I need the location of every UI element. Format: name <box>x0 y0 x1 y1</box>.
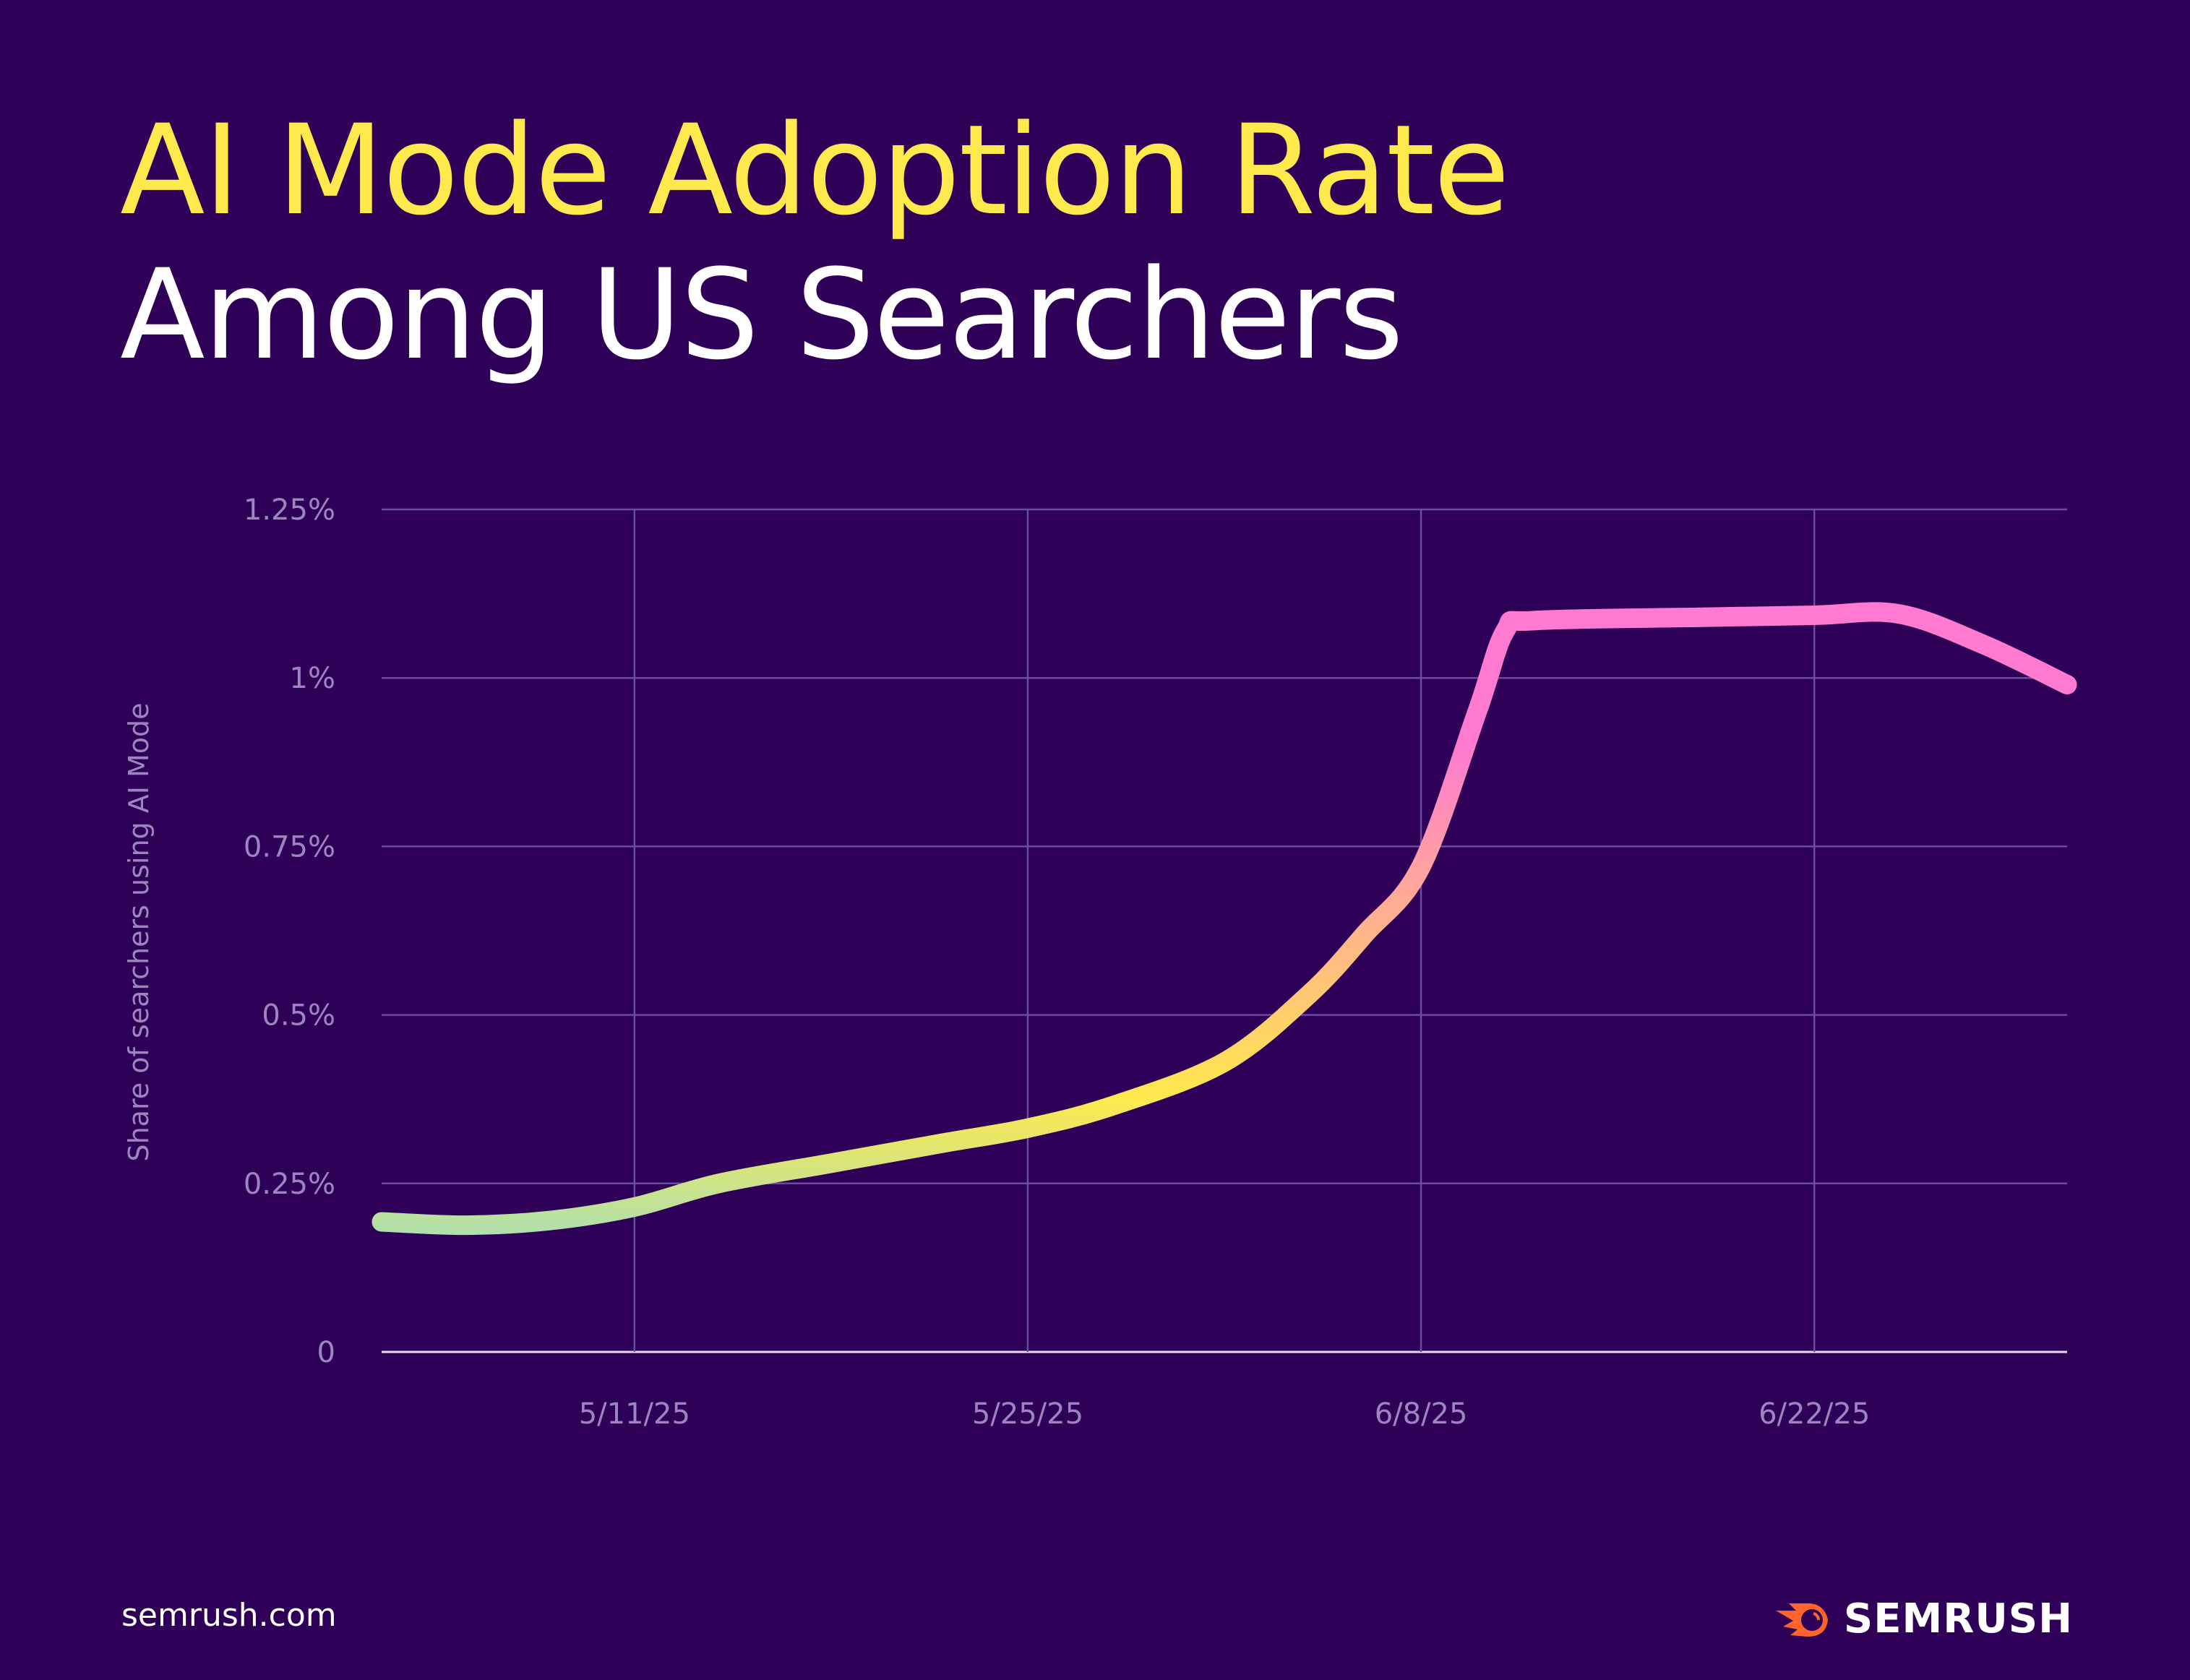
chart-title-line1: AI Mode Adoption Rate <box>120 98 1510 243</box>
y-tick-label: 0 <box>317 1336 335 1369</box>
x-tick-label: 5/11/25 <box>579 1397 690 1431</box>
y-tick-label: 0.25% <box>244 1168 335 1201</box>
grid <box>382 508 2067 1353</box>
x-tick-label: 6/8/25 <box>1375 1397 1468 1431</box>
y-axis-ticks: 0 0.25% 0.5% 0.75% 1% 1.25% <box>244 494 335 1369</box>
y-tick-label: 0.75% <box>244 830 335 863</box>
source-url: semrush.com <box>121 1597 337 1634</box>
chart-title-line2: Among US Searchers <box>120 242 1404 387</box>
semrush-fireball-icon <box>1775 1603 1828 1637</box>
x-axis-ticks: 5/11/25 5/25/25 6/8/25 6/22/25 <box>579 1397 1871 1431</box>
y-tick-label: 0.5% <box>262 999 335 1033</box>
brand-name: SEMRUSH <box>1843 1595 2073 1642</box>
series-line <box>372 602 2077 1236</box>
y-axis-title: Share of searchers using AI Mode <box>123 702 155 1161</box>
semrush-logo: SEMRUSH <box>1775 1595 2073 1642</box>
x-tick-label: 6/22/25 <box>1759 1397 1870 1431</box>
x-tick-label: 5/25/25 <box>972 1397 1083 1431</box>
y-tick-label: 1% <box>290 662 335 695</box>
y-tick-label: 1.25% <box>244 494 335 527</box>
